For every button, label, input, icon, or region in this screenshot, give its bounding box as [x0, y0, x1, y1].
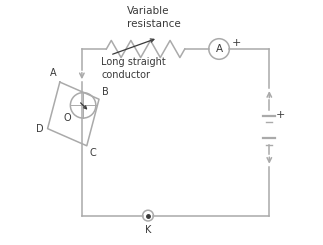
Text: C: C	[90, 148, 97, 158]
Text: +: +	[276, 110, 285, 120]
Text: K: K	[145, 225, 151, 235]
Text: B: B	[102, 87, 109, 97]
Text: +: +	[231, 38, 241, 48]
Text: D: D	[36, 124, 44, 134]
Text: Long straight
conductor: Long straight conductor	[101, 57, 166, 80]
Text: Variable
resistance: Variable resistance	[127, 6, 181, 29]
Text: A: A	[215, 44, 223, 54]
Text: A: A	[49, 68, 56, 78]
Text: O: O	[63, 113, 71, 122]
